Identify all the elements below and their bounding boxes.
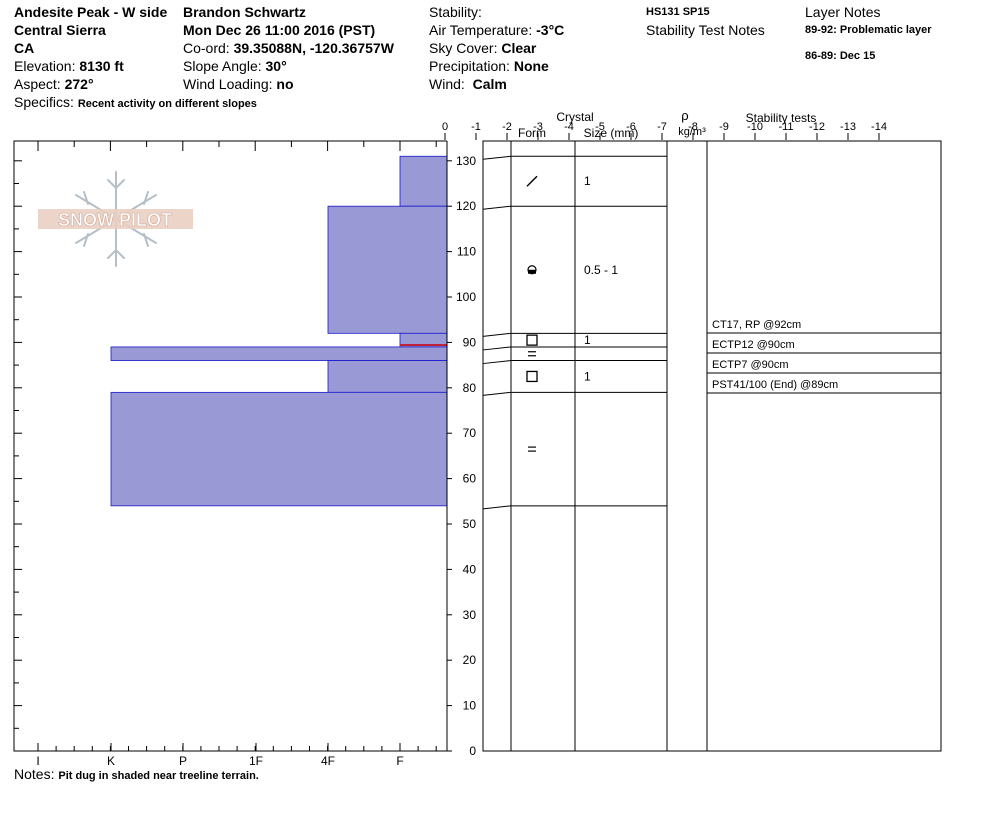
hardness-layer-bar (110, 391, 448, 507)
crystal-size-label: 1 (584, 333, 591, 347)
hardness-label: 4F (321, 754, 335, 768)
height-tick-label: 10 (463, 699, 477, 713)
hardness-layers (110, 155, 448, 507)
region: Central Sierra (14, 22, 106, 38)
hardness-label: I (36, 754, 39, 768)
location-title: Andesite Peak - W side (14, 4, 168, 20)
crystal-form-symbol (526, 370, 538, 383)
hardness-layer-bar (327, 360, 448, 393)
hardness-label: 1F (249, 754, 263, 768)
stability-test-label: PST41/100 (End) @89cm (712, 379, 838, 391)
hardness-label: F (396, 754, 403, 768)
temp-tick-label: -6 (626, 121, 636, 133)
height-tick-label: 70 (463, 426, 477, 440)
stability-test-notes-title: Stability Test Notes (646, 22, 765, 38)
density-unit: kg/m³ (678, 126, 706, 138)
temp-tick-label: -7 (657, 121, 667, 133)
layer-boundary (482, 155, 667, 160)
height-axis: 0 10 20 30 40 50 60 70 80 90 100 110 120 130 (446, 141, 477, 758)
size-header: Size (mm) (584, 126, 639, 140)
temp-tick-label: -1 (471, 121, 481, 133)
observation-datetime: Mon Dec 26 11:00 2016 (PST) (183, 22, 376, 38)
layer-boundary (482, 205, 667, 210)
temp-tick-label: -2 (502, 121, 512, 133)
crystal-form-symbol (526, 334, 538, 346)
snowpilot-logo: SNOW PILOT (38, 171, 193, 267)
crystal-size-label: 1 (584, 369, 591, 383)
stability-test-label: ECTP12 @90cm (712, 339, 795, 351)
stability-header: Stability tests (746, 111, 817, 125)
crystal-layers: 1 0.5 - 1 1 1 (482, 155, 667, 510)
layer-boundary (482, 391, 667, 396)
layer-boundary (482, 360, 667, 365)
temp-tick-label: -8 (688, 121, 698, 133)
wind: Wind: Calm (429, 76, 507, 92)
crystal-size-label: 0.5 - 1 (584, 263, 618, 277)
hardness-label: K (107, 754, 115, 768)
stability-tests: CT17, RP @92cm ECTP12 @90cm ECTP7 @90cm PST… (707, 319, 941, 394)
profile-table (482, 140, 942, 752)
temp-tick-label: -11 (778, 121, 793, 133)
stability-test-label: CT17, RP @92cm (712, 319, 801, 331)
height-tick-label: 40 (463, 562, 477, 576)
height-tick-label: 30 (463, 608, 477, 622)
temp-tick-label: -4 (564, 121, 574, 133)
height-tick-label: 110 (457, 245, 476, 259)
precipitation: Precipitation: None (429, 58, 549, 74)
layer-note-2: 86-89: Dec 15 (805, 50, 876, 62)
temp-tick-label: 0 (442, 121, 448, 133)
hardness-layer-bar (399, 155, 448, 207)
air-temperature: Air Temperature: -3°C (429, 22, 565, 38)
hardness-layer-bar (327, 205, 448, 334)
height-tick-label: 100 (456, 290, 476, 304)
observer-name: Brandon Schwartz (183, 4, 306, 20)
notes: Notes: Pit dug in shaded near treeline t… (14, 766, 259, 782)
hardness-plot-frame: I K P 1F 4F F (13, 140, 447, 768)
elevation: Elevation: 8130 ft (14, 58, 124, 74)
density-symbol: ρ (681, 108, 688, 123)
height-tick-label: 50 (463, 517, 477, 531)
layer-boundary (482, 505, 667, 510)
height-tick-label: 120 (456, 199, 476, 213)
temp-tick-label: -12 (809, 121, 825, 133)
temp-tick-label: -14 (871, 121, 887, 133)
height-tick-label: 20 (463, 653, 477, 667)
height-tick-label: 60 (463, 472, 477, 486)
left-plot-border (13, 140, 447, 752)
crystal-header: Crystal (556, 110, 593, 124)
slope-angle: Slope Angle: 30° (183, 58, 287, 74)
stability-test-label: ECTP7 @90cm (712, 359, 789, 371)
hardness-layer-bar (110, 346, 448, 361)
height-tick-label: 0 (469, 744, 476, 758)
layer-boundary (482, 346, 667, 351)
temp-tick-label: -3 (533, 121, 543, 133)
hardness-label: P (179, 754, 187, 768)
sky-cover: Sky Cover: Clear (429, 40, 537, 56)
layer-notes-title: Layer Notes (805, 4, 881, 20)
temp-tick-label: -10 (747, 121, 763, 133)
stability: Stability: (429, 4, 482, 20)
crystal-size-label: 1 (584, 174, 591, 188)
crystal-form-symbol (526, 175, 538, 187)
crystal-form-symbol-fill (528, 269, 536, 274)
temp-tick-label: -9 (719, 121, 729, 133)
temp-tick-label: -13 (840, 121, 856, 133)
layer-boundary (482, 332, 667, 337)
specifics: Specifics: Recent activity on different … (14, 94, 257, 110)
svg-text:SNOW PILOT: SNOW PILOT (58, 210, 172, 230)
state: CA (14, 40, 35, 56)
height-tick-label: 130 (456, 154, 476, 168)
coordinates: Co-ord: 39.35088N, -120.36757W (183, 40, 394, 56)
aspect: Aspect: 272° (14, 76, 94, 92)
form-header: Form (518, 126, 546, 140)
layer-note-1: 89-92: Problematic layer (805, 24, 932, 36)
temperature-axis: 0 -1 -2 -3 -4 -5 -6 -7 -8 -9 -10 -11 -12 -13 -14 Crysta… (442, 108, 887, 140)
hs-sp: HS131 SP15 (646, 6, 710, 18)
temp-tick-label: -5 (595, 121, 605, 133)
wind-loading: Wind Loading: no (183, 76, 294, 92)
height-tick-label: 80 (463, 381, 477, 395)
table-border (482, 140, 942, 752)
height-tick-label: 90 (463, 335, 477, 349)
